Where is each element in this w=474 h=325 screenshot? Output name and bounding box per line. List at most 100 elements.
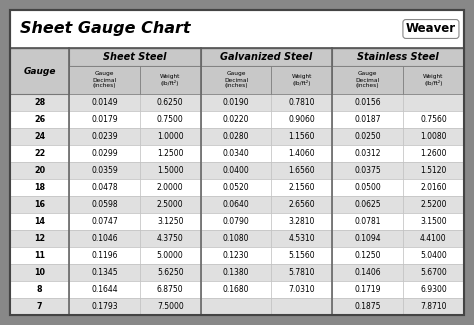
- Text: 24: 24: [34, 132, 45, 141]
- Text: 4.5310: 4.5310: [289, 234, 315, 243]
- FancyBboxPatch shape: [140, 196, 201, 213]
- Text: Sheet Gauge Chart: Sheet Gauge Chart: [20, 20, 191, 35]
- FancyBboxPatch shape: [403, 94, 464, 111]
- FancyBboxPatch shape: [140, 213, 201, 230]
- Text: 0.6250: 0.6250: [157, 98, 183, 107]
- FancyBboxPatch shape: [10, 162, 69, 179]
- FancyBboxPatch shape: [403, 66, 464, 94]
- Text: 20: 20: [34, 166, 45, 175]
- FancyBboxPatch shape: [69, 48, 201, 66]
- Text: 5.6250: 5.6250: [157, 268, 183, 277]
- Text: 0.0790: 0.0790: [223, 217, 249, 226]
- Text: 0.0520: 0.0520: [223, 183, 249, 192]
- Text: Gauge
Decimal
(inches): Gauge Decimal (inches): [92, 72, 117, 88]
- Text: 1.4060: 1.4060: [289, 149, 315, 158]
- FancyBboxPatch shape: [332, 145, 403, 162]
- Text: 0.0250: 0.0250: [354, 132, 381, 141]
- Text: 5.6700: 5.6700: [420, 268, 447, 277]
- Text: 3.1500: 3.1500: [420, 217, 447, 226]
- Text: 1.2600: 1.2600: [420, 149, 447, 158]
- Text: 7.8710: 7.8710: [420, 302, 447, 311]
- FancyBboxPatch shape: [271, 196, 332, 213]
- FancyBboxPatch shape: [271, 281, 332, 298]
- FancyBboxPatch shape: [140, 298, 201, 315]
- Text: 0.0149: 0.0149: [91, 98, 118, 107]
- FancyBboxPatch shape: [201, 298, 271, 315]
- Text: 0.0500: 0.0500: [354, 183, 381, 192]
- Text: 0.0781: 0.0781: [355, 217, 381, 226]
- Text: 0.1046: 0.1046: [91, 234, 118, 243]
- Text: 0.0625: 0.0625: [354, 200, 381, 209]
- FancyBboxPatch shape: [403, 230, 464, 247]
- FancyBboxPatch shape: [69, 230, 140, 247]
- FancyBboxPatch shape: [69, 281, 140, 298]
- FancyBboxPatch shape: [10, 94, 69, 111]
- Text: 2.5000: 2.5000: [157, 200, 183, 209]
- FancyBboxPatch shape: [271, 94, 332, 111]
- Text: 0.1230: 0.1230: [223, 251, 249, 260]
- Text: 5.0400: 5.0400: [420, 251, 447, 260]
- FancyBboxPatch shape: [10, 247, 69, 264]
- Text: 2.1560: 2.1560: [289, 183, 315, 192]
- Text: 0.1345: 0.1345: [91, 268, 118, 277]
- Text: 0.0640: 0.0640: [223, 200, 249, 209]
- FancyBboxPatch shape: [10, 281, 69, 298]
- FancyBboxPatch shape: [201, 48, 332, 66]
- Text: 22: 22: [34, 149, 45, 158]
- Text: 0.1644: 0.1644: [91, 285, 118, 294]
- Text: 1.6560: 1.6560: [289, 166, 315, 175]
- FancyBboxPatch shape: [271, 298, 332, 315]
- FancyBboxPatch shape: [69, 145, 140, 162]
- FancyBboxPatch shape: [69, 162, 140, 179]
- Text: Galvanized Steel: Galvanized Steel: [220, 52, 313, 62]
- Text: 6.8750: 6.8750: [157, 285, 183, 294]
- Text: 16: 16: [34, 200, 45, 209]
- Text: 6.9300: 6.9300: [420, 285, 447, 294]
- FancyBboxPatch shape: [201, 213, 271, 230]
- FancyBboxPatch shape: [271, 264, 332, 281]
- FancyBboxPatch shape: [10, 48, 69, 94]
- FancyBboxPatch shape: [140, 162, 201, 179]
- Text: 10: 10: [34, 268, 45, 277]
- Text: 0.7810: 0.7810: [289, 98, 315, 107]
- FancyBboxPatch shape: [140, 128, 201, 145]
- FancyBboxPatch shape: [332, 298, 403, 315]
- FancyBboxPatch shape: [201, 196, 271, 213]
- FancyBboxPatch shape: [201, 230, 271, 247]
- FancyBboxPatch shape: [332, 111, 403, 128]
- FancyBboxPatch shape: [10, 230, 69, 247]
- FancyBboxPatch shape: [201, 281, 271, 298]
- FancyBboxPatch shape: [201, 247, 271, 264]
- Text: 0.0375: 0.0375: [354, 166, 381, 175]
- Text: 1.0000: 1.0000: [157, 132, 183, 141]
- FancyBboxPatch shape: [69, 111, 140, 128]
- FancyBboxPatch shape: [271, 230, 332, 247]
- FancyBboxPatch shape: [201, 111, 271, 128]
- FancyBboxPatch shape: [271, 128, 332, 145]
- FancyBboxPatch shape: [201, 66, 271, 94]
- FancyBboxPatch shape: [140, 247, 201, 264]
- FancyBboxPatch shape: [271, 66, 332, 94]
- FancyBboxPatch shape: [332, 196, 403, 213]
- FancyBboxPatch shape: [201, 145, 271, 162]
- Text: 1.2500: 1.2500: [157, 149, 183, 158]
- FancyBboxPatch shape: [69, 179, 140, 196]
- FancyBboxPatch shape: [10, 264, 69, 281]
- Text: 0.0312: 0.0312: [355, 149, 381, 158]
- Text: 0.0478: 0.0478: [91, 183, 118, 192]
- Text: 0.0190: 0.0190: [223, 98, 249, 107]
- Text: 0.7560: 0.7560: [420, 115, 447, 124]
- FancyBboxPatch shape: [403, 128, 464, 145]
- Text: 3.2810: 3.2810: [289, 217, 315, 226]
- FancyBboxPatch shape: [140, 230, 201, 247]
- FancyBboxPatch shape: [271, 213, 332, 230]
- FancyBboxPatch shape: [69, 213, 140, 230]
- FancyBboxPatch shape: [10, 10, 464, 315]
- FancyBboxPatch shape: [140, 179, 201, 196]
- Text: 8: 8: [37, 285, 42, 294]
- Text: 0.1196: 0.1196: [91, 251, 118, 260]
- Text: 3.1250: 3.1250: [157, 217, 183, 226]
- FancyBboxPatch shape: [140, 111, 201, 128]
- FancyBboxPatch shape: [403, 264, 464, 281]
- FancyBboxPatch shape: [140, 94, 201, 111]
